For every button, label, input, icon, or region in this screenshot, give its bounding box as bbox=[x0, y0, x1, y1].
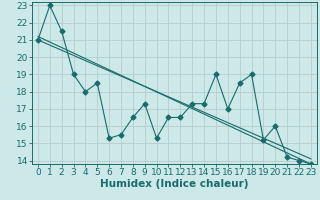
X-axis label: Humidex (Indice chaleur): Humidex (Indice chaleur) bbox=[100, 179, 249, 189]
